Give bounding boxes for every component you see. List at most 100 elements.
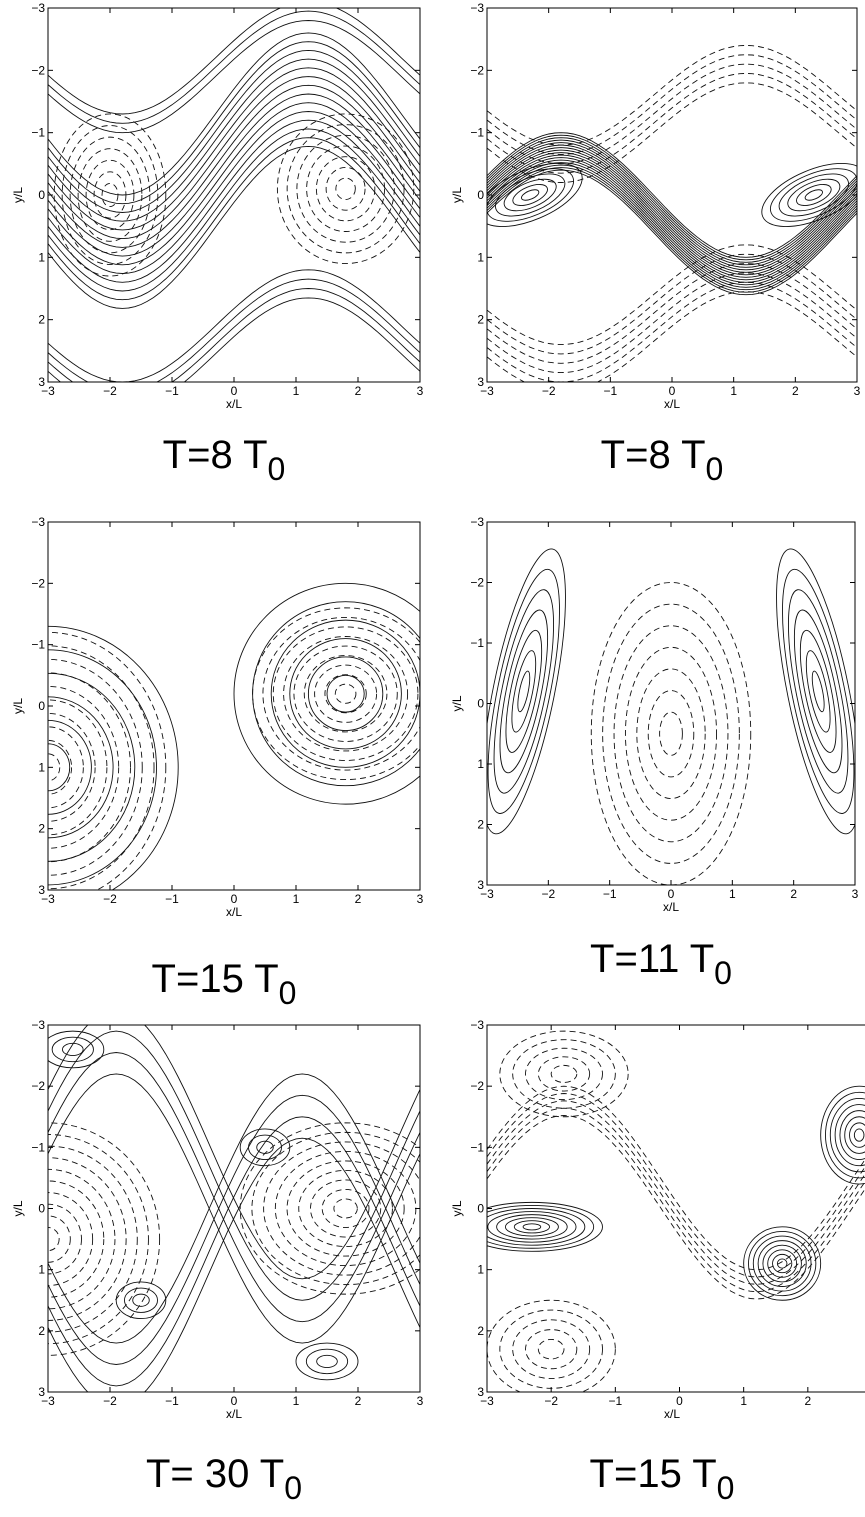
contour-line — [315, 156, 376, 222]
contour-line — [48, 1168, 116, 1310]
contour-line — [85, 159, 135, 231]
plot-frame — [47, 1024, 421, 1393]
contour-line — [239, 1122, 420, 1295]
plot-frame — [47, 521, 421, 891]
x-tick-label: −3 — [480, 1394, 494, 1408]
contour-line — [521, 189, 540, 201]
contour-line — [132, 1293, 150, 1307]
contour-line — [636, 668, 706, 800]
contour-line — [48, 658, 143, 876]
contour-line — [537, 1338, 565, 1360]
contour-line — [334, 683, 357, 704]
caption: T=11 T0 — [590, 937, 732, 991]
contour-line — [286, 124, 405, 254]
y-tick-label: −2 — [470, 1079, 484, 1093]
contour-line — [48, 1227, 60, 1252]
x-tick-label: 3 — [417, 892, 424, 906]
contour-line — [805, 650, 831, 733]
contour-line — [48, 712, 96, 822]
y-axis-label: y/L — [450, 187, 464, 203]
contour-line — [263, 1141, 420, 1276]
contour-line — [834, 1104, 865, 1167]
contour-line — [487, 164, 857, 291]
contour-line — [335, 177, 356, 200]
caption: T=15 T0 — [590, 1452, 735, 1506]
x-tick-label: 0 — [231, 1394, 238, 1408]
x-tick-label: −1 — [165, 892, 179, 906]
contour-line — [487, 159, 857, 286]
x-tick-label: −1 — [165, 1394, 179, 1408]
y-tick-label: −2 — [470, 576, 484, 590]
y-tick-label: −3 — [31, 1018, 45, 1032]
contour-line — [48, 685, 120, 849]
contour-line — [48, 1137, 420, 1392]
caption-text: T=15 T — [152, 957, 279, 1001]
contour-line — [51, 1036, 94, 1063]
y-tick-label: −1 — [31, 126, 45, 140]
contour-line — [487, 1201, 603, 1252]
contour-line — [487, 44, 857, 146]
contour-line — [295, 1342, 359, 1381]
x-tick-label: 0 — [676, 1394, 683, 1408]
contour-line — [306, 145, 386, 232]
x-tick-label: 2 — [792, 384, 799, 398]
contour-line — [525, 1047, 603, 1101]
caption-subscript: 0 — [279, 975, 297, 1011]
contour-line — [787, 178, 841, 212]
y-axis-label: y/L — [11, 187, 25, 203]
contour-line — [314, 664, 378, 723]
caption: T= 30 T0 — [146, 1452, 302, 1506]
contour-line — [487, 54, 857, 155]
x-tick-label: 2 — [355, 892, 362, 906]
contour-line — [770, 168, 857, 222]
y-tick-label: 2 — [477, 313, 484, 327]
contour-line — [252, 607, 420, 781]
y-tick-label: 0 — [477, 188, 484, 202]
x-tick-label: 3 — [417, 1394, 424, 1408]
x-tick-label: 1 — [740, 1394, 747, 1408]
contour-line — [487, 82, 857, 183]
caption-subscript: 0 — [284, 1470, 302, 1506]
contour-line — [496, 1214, 568, 1240]
contour-line — [487, 1093, 865, 1278]
x-tick-label: −2 — [542, 384, 556, 398]
contour-line — [48, 1122, 161, 1356]
x-tick-label: 0 — [669, 384, 676, 398]
contour-line — [487, 72, 857, 174]
contour-line — [124, 1287, 158, 1313]
y-tick-label: −1 — [470, 1140, 484, 1154]
contour-line — [487, 132, 857, 258]
contour-line — [48, 739, 73, 795]
contour-line — [487, 144, 857, 271]
contour-line — [613, 625, 729, 843]
contour-line — [499, 1309, 603, 1389]
contour-line — [53, 113, 167, 277]
caption-subscript: 0 — [268, 451, 286, 487]
contour-line — [752, 1235, 812, 1292]
contour-line — [48, 288, 420, 382]
contour-line — [487, 162, 857, 288]
x-tick-label: 0 — [231, 892, 238, 906]
x-axis-label: x/L — [226, 397, 242, 411]
y-tick-label: 3 — [477, 375, 484, 389]
contour-line — [239, 1128, 291, 1167]
contour-line — [48, 1073, 420, 1344]
contour-line — [647, 690, 695, 778]
contour-line — [48, 1030, 420, 1301]
contour-line — [48, 32, 420, 196]
contours — [487, 548, 855, 885]
contour-line — [48, 1180, 105, 1298]
caption-text: T=8 T — [163, 433, 268, 477]
contour-line — [512, 1319, 591, 1379]
contour-line — [48, 743, 71, 792]
x-tick-label: 2 — [790, 887, 797, 901]
contour-line — [602, 603, 740, 864]
x-tick-label: 1 — [293, 1394, 300, 1408]
x-tick-label: −1 — [603, 384, 617, 398]
y-axis-label: y/L — [450, 695, 464, 711]
y-tick-label: 1 — [477, 757, 484, 771]
contour-line — [48, 1134, 149, 1345]
y-tick-label: 3 — [38, 1385, 45, 1399]
y-tick-label: −2 — [470, 63, 484, 77]
x-tick-label: 3 — [852, 887, 859, 901]
